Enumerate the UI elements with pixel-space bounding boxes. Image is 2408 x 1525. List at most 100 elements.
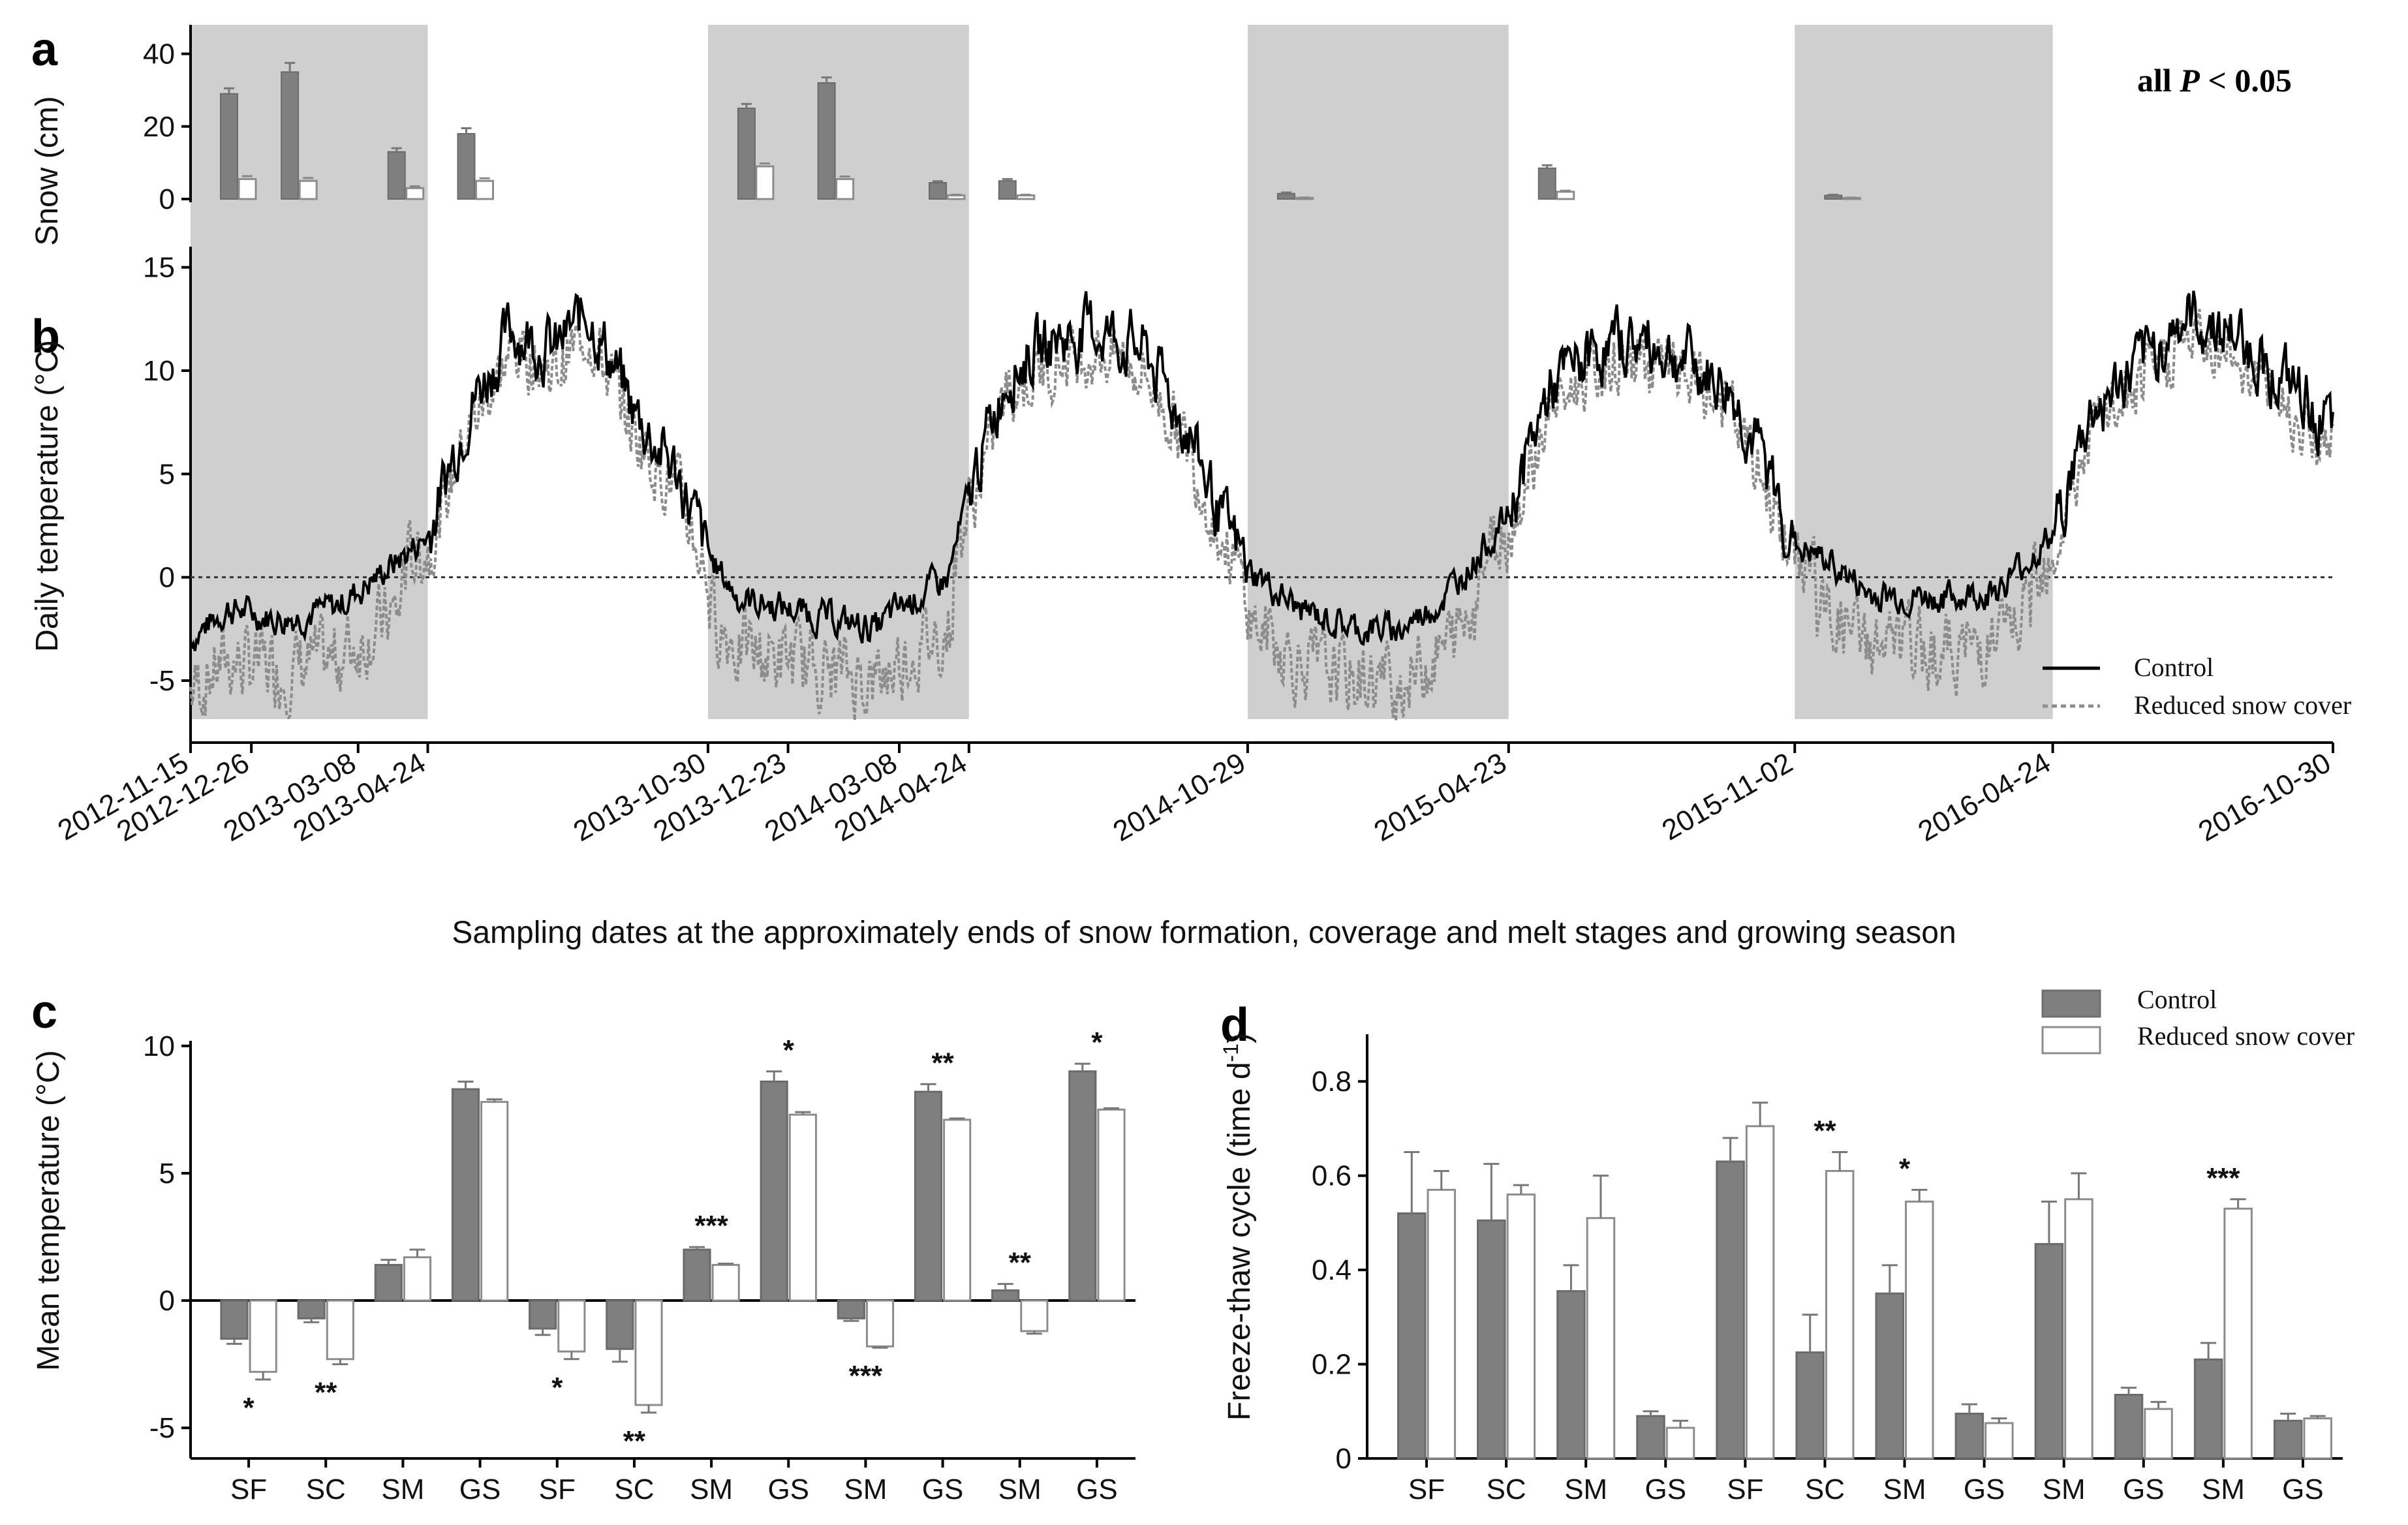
panel-d-bar-reduced [1506, 1194, 1536, 1460]
panel-d-legend-control-label: Control [2137, 985, 2217, 1014]
panel-c-mean-temperature: c Mean temperature (°C) -5 0 5 10 SF SC SM GS SF… [31, 986, 1135, 1505]
panel-c-y-tick-label: 5 [159, 1158, 175, 1190]
panel-d-category-label: SM [1883, 1473, 1926, 1505]
snow-bar-reduced [755, 165, 775, 200]
panel-d-y-tick-label: 0.6 [1312, 1160, 1351, 1192]
snow-bar-control [220, 93, 238, 200]
panel-d-y-axis-title: Freeze-thaw cycle (time d-1) [1219, 1033, 1257, 1421]
panel-c-category-label: GS [459, 1473, 501, 1505]
panel-d-y-tick-label: 0.4 [1312, 1254, 1351, 1286]
snow-bar-control [737, 107, 756, 200]
panel-c-bar-control [374, 1263, 403, 1302]
panel-d-category-label: GS [1964, 1473, 2005, 1505]
snow-bar-control [387, 151, 406, 200]
panel-d-category-label: SC [1805, 1473, 1845, 1505]
panel-d-significance-marker: ** [1814, 1115, 1836, 1147]
panel-b-label: b [31, 311, 60, 363]
panel-d-bar-control [2193, 1358, 2223, 1460]
snow-bar-control [929, 181, 948, 200]
panel-c-bar-reduced [788, 1113, 817, 1302]
snow-bar-reduced [946, 194, 966, 200]
panel-c-bar-reduced [634, 1299, 663, 1406]
panel-d-bar-reduced [2223, 1207, 2253, 1460]
panel-d-bar-reduced [1825, 1169, 1855, 1460]
panel-d-bar-control [1636, 1415, 1665, 1460]
panel-c-bar-control [606, 1299, 634, 1350]
panel-c-bar-reduced [1020, 1299, 1049, 1332]
panel-c-bar-reduced [480, 1101, 509, 1302]
panel-b-legend: Control Reduced snow cover [2043, 653, 2351, 720]
panel-c-category-label: SC [614, 1473, 654, 1505]
snow-bar-control [817, 82, 836, 200]
panel-c-bar-reduced [943, 1118, 972, 1302]
panel-d-bar-reduced [1905, 1200, 1934, 1460]
panel-c-bar-control [529, 1299, 557, 1330]
panel-d-y-tick-label: 0.8 [1312, 1066, 1351, 1098]
panel-d-bar-control [1397, 1212, 1427, 1460]
panel-d-y-tick-label: 0.2 [1312, 1349, 1351, 1381]
snow-bar-reduced [1016, 194, 1036, 200]
panel-b-y-axis-title: Daily temperature (°C) [30, 340, 65, 652]
panel-a-snow-depth: a Snow (cm) 0 20 40 all P < 0.05 [30, 23, 2292, 719]
panel-c-bar-reduced [403, 1256, 432, 1302]
panel-d-bar-control [1556, 1290, 1586, 1460]
panel-d-bar-reduced [1745, 1125, 1775, 1460]
panel-b-y-tick-label: 0 [159, 562, 175, 594]
panel-d-bar-control [1477, 1219, 1506, 1460]
panel-d-category-label: SF [1408, 1473, 1445, 1505]
legend-reduced-label: Reduced snow cover [2134, 690, 2351, 720]
panel-d-freeze-thaw: d Freeze-thaw cycle (time d-1) 0 0.2 0.4 0.… [1219, 985, 2354, 1505]
panel-d-category-label: SF [1727, 1473, 1763, 1505]
panel-c-bar-reduced [711, 1263, 740, 1302]
panel-d-bar-reduced [1984, 1422, 2014, 1460]
panel-c-bar-control [297, 1299, 326, 1319]
panel-d-category-label: SM [1564, 1473, 1607, 1505]
panel-d-bar-reduced [2064, 1198, 2093, 1460]
panel-c-category-label: SM [844, 1473, 887, 1505]
snow-bar-reduced [1556, 191, 1575, 200]
snow-bar-control [281, 71, 300, 200]
panel-c-bar-reduced [557, 1299, 586, 1353]
panel-c-significance-marker: ** [931, 1047, 954, 1079]
reduced-snow-temperature-line [189, 309, 2334, 722]
panel-d-bar-control [1954, 1412, 1984, 1460]
panel-c-category-label: SM [690, 1473, 733, 1505]
panel-c-bar-control [914, 1090, 943, 1302]
snow-bar-reduced [298, 179, 318, 200]
date-tick-label: 2014-10-29 [1107, 747, 1250, 848]
panel-d-bar-control [2034, 1242, 2064, 1460]
panel-d-y-tick-label: 0 [1336, 1443, 1351, 1475]
panel-c-category-label: GS [767, 1473, 809, 1505]
panel-b-y-tick-label: 5 [159, 458, 175, 490]
snow-bar-reduced [405, 187, 425, 200]
panel-a-y-tick-label: 0 [159, 183, 175, 215]
panel-d-bar-reduced [2144, 1408, 2173, 1460]
date-tick-label: 2016-10-30 [2193, 747, 2336, 848]
panel-d-category-label: SC [1487, 1473, 1526, 1505]
snow-period-shade-3 [1247, 25, 1509, 719]
panel-c-bar-reduced [1097, 1108, 1126, 1302]
x-axis-caption: Sampling dates at the approximately ends… [452, 916, 1956, 950]
panel-c-y-axis-title: Mean temperature (°C) [31, 1050, 66, 1370]
panel-c-category-label: SF [539, 1473, 576, 1505]
panel-d-bar-reduced [1665, 1426, 1695, 1460]
snow-bar-reduced [475, 179, 495, 200]
panel-c-bar-control [220, 1299, 249, 1340]
panel-c-significance-marker: ** [623, 1425, 646, 1457]
control-temperature-line [189, 290, 2334, 651]
panel-c-significance-marker: *** [849, 1360, 883, 1392]
panel-a-y-axis-title: Snow (cm) [30, 96, 65, 245]
snow-bar-control [457, 132, 476, 200]
panel-c-bar-control [760, 1080, 788, 1302]
panel-d-bar-reduced [1586, 1217, 1616, 1460]
panel-c-significance-marker: * [1091, 1026, 1103, 1058]
panel-b-y-tick-label: 15 [143, 252, 175, 284]
panel-d-legend: Control Reduced snow cover [2041, 985, 2354, 1055]
panel-d-bar-control [1875, 1292, 1905, 1460]
panel-d-category-label: SM [2043, 1473, 2086, 1505]
panel-c-category-label: SC [306, 1473, 346, 1505]
panel-a-y-axis: 0 20 40 [143, 25, 192, 215]
panel-a-snow-period-shading [191, 25, 2053, 719]
snow-bar-control [998, 180, 1017, 200]
